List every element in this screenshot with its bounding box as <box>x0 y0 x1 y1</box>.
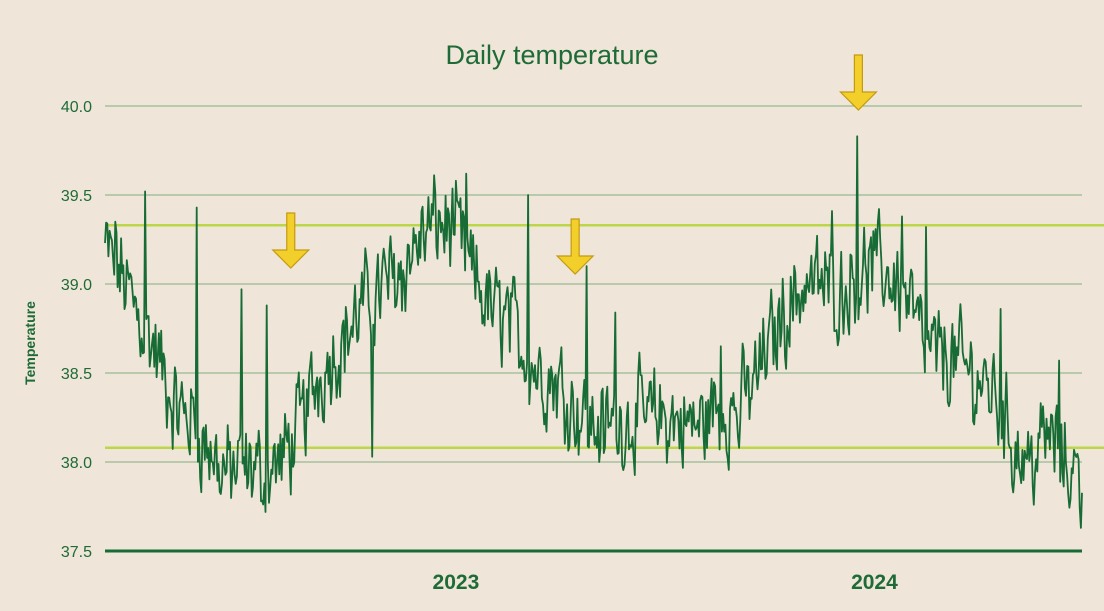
y-tick-label: 39.5 <box>61 188 92 205</box>
y-tick-label: 39.0 <box>61 277 92 294</box>
y-tick-label: 40.0 <box>61 99 92 116</box>
x-tick-labels: 2023 2024 <box>433 571 899 594</box>
chart-title: Daily temperature <box>445 40 658 70</box>
x-tick-label: 2024 <box>851 571 898 594</box>
y-tick-labels: 37.5 38.0 38.5 39.0 39.5 40.0 <box>61 99 92 561</box>
annotation-arrow <box>838 54 878 111</box>
y-tick-label: 38.0 <box>61 455 92 472</box>
annotation-arrow <box>555 218 595 275</box>
temperature-series-line <box>104 135 1083 529</box>
y-tick-label: 38.5 <box>61 366 92 383</box>
y-axis-label: Temperature <box>22 301 38 385</box>
x-tick-label: 2023 <box>433 571 480 594</box>
annotation-arrow <box>271 212 311 269</box>
y-tick-label: 37.5 <box>61 544 92 561</box>
annotation-arrows <box>271 54 878 275</box>
